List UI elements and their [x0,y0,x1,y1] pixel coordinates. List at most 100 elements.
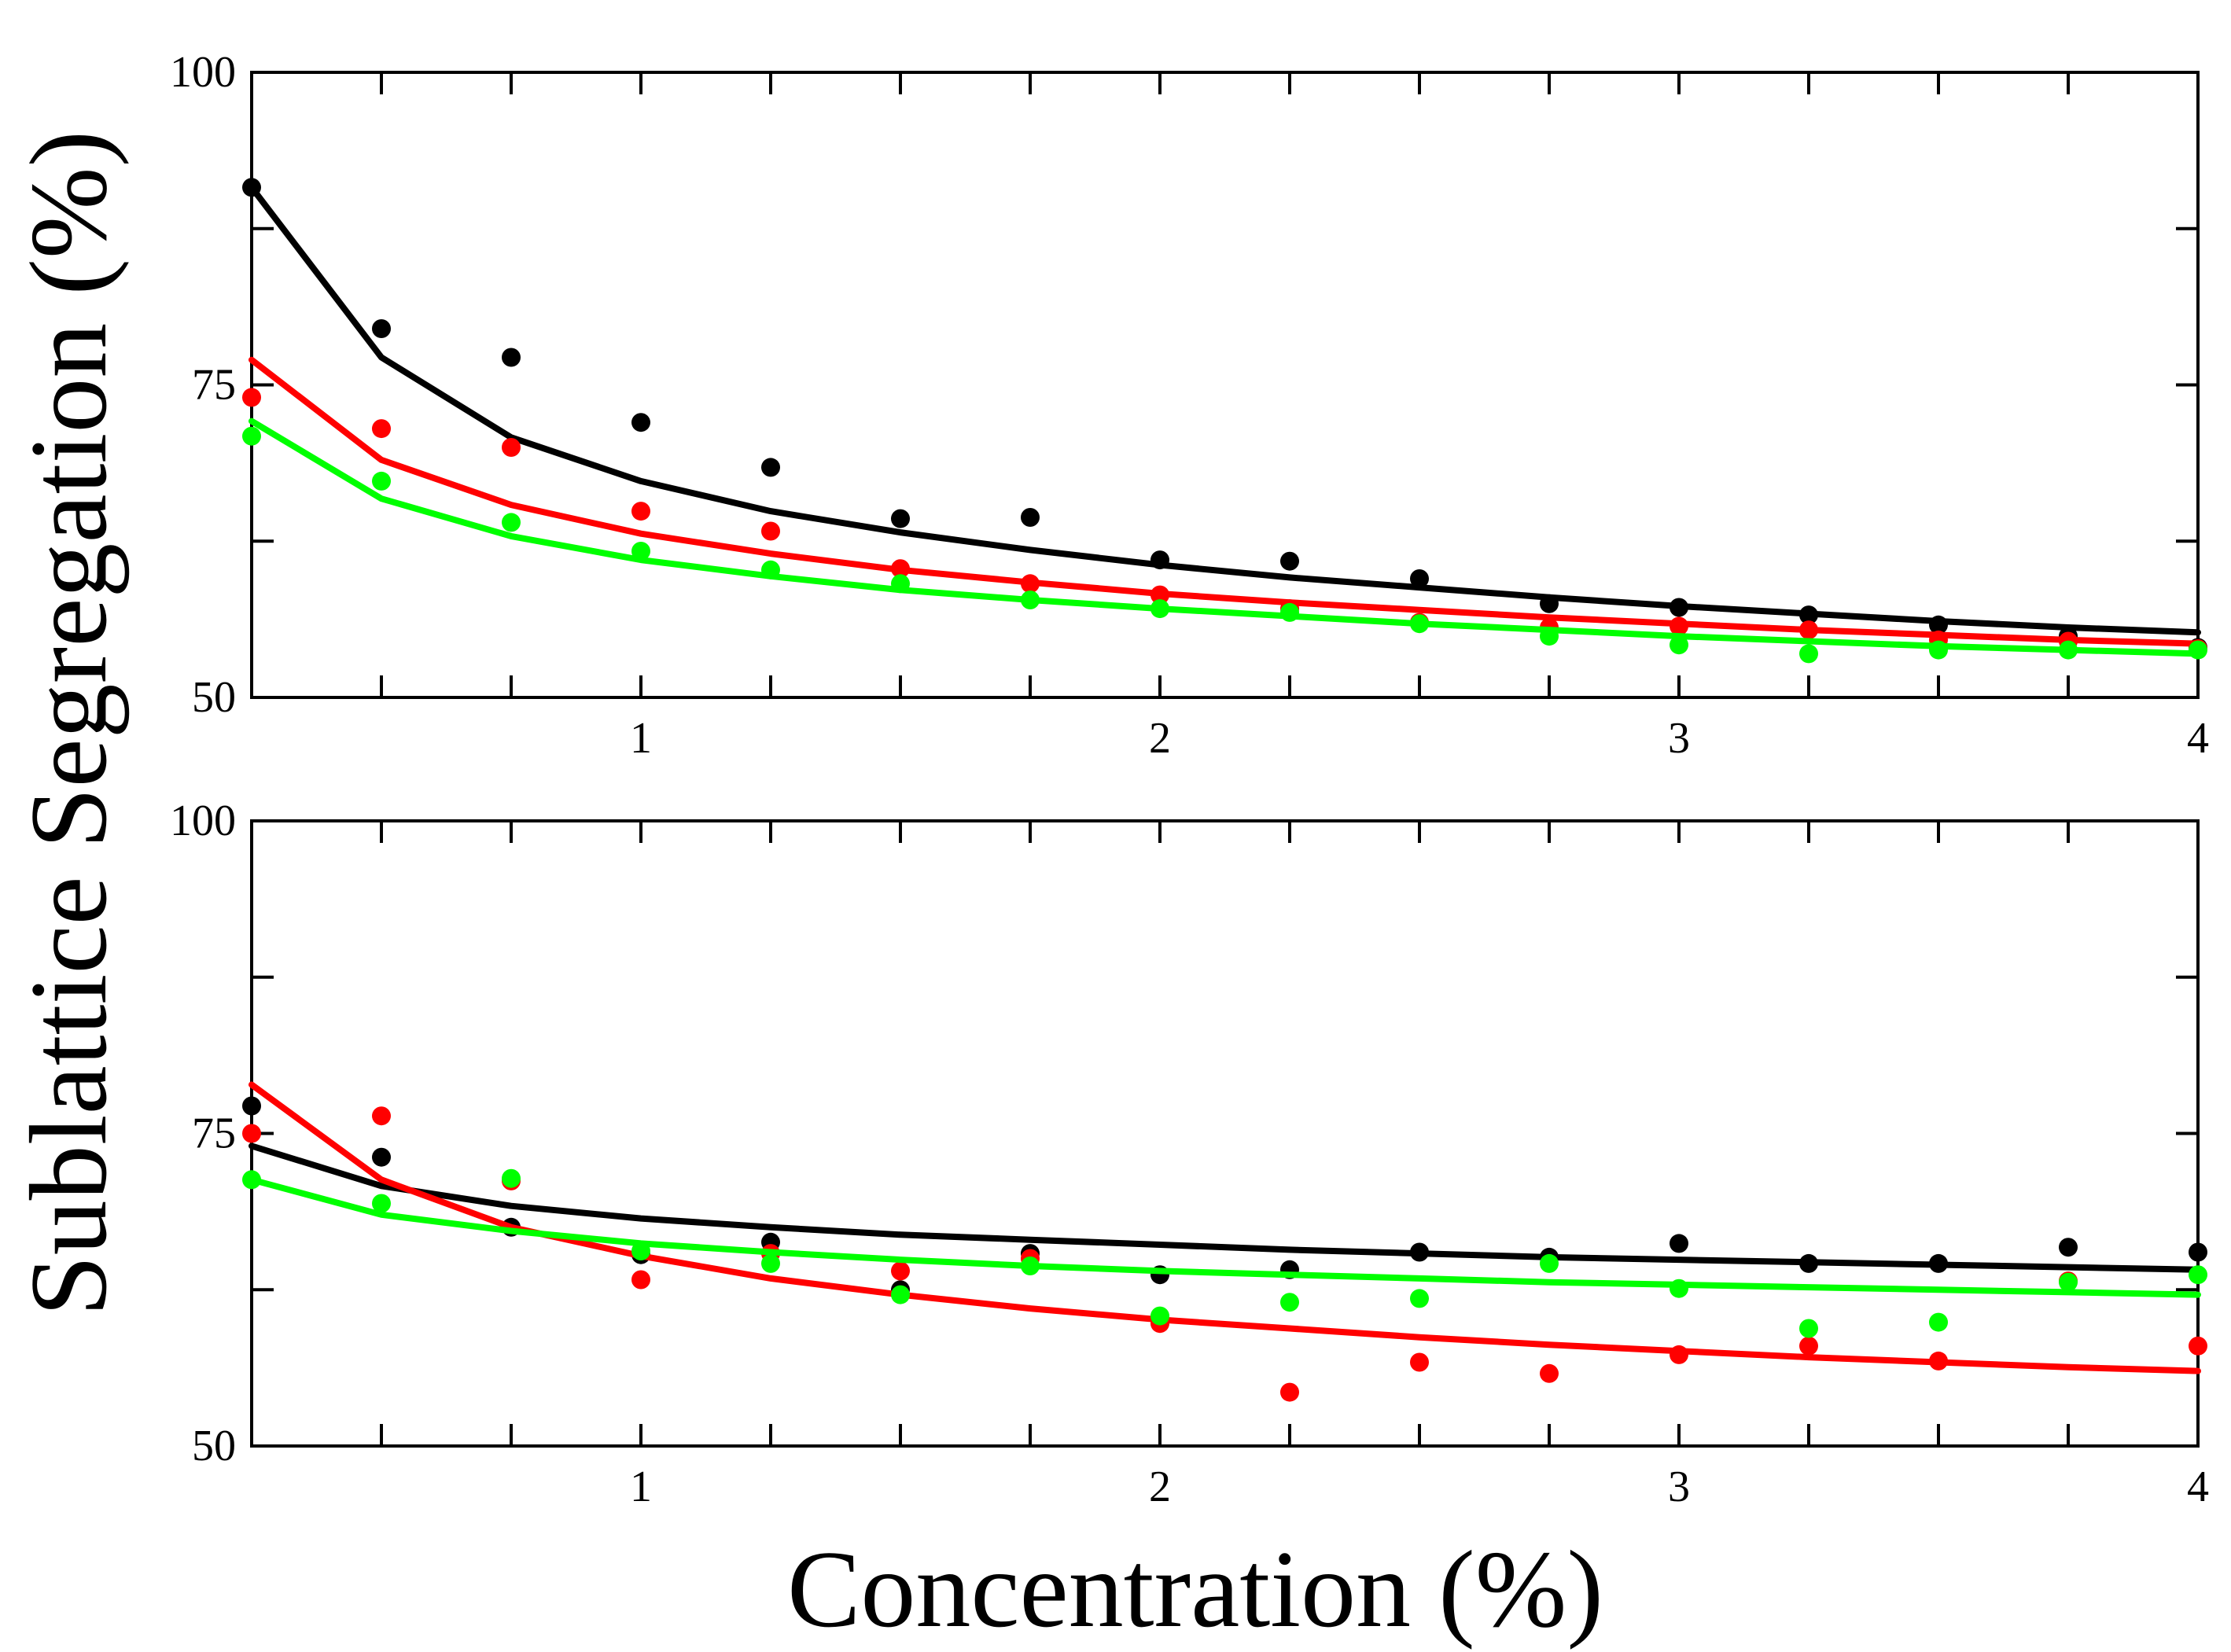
data-point-green [2189,640,2207,660]
data-point-green [1929,640,1948,660]
data-point-green [1670,635,1688,655]
data-point-green [891,1285,910,1304]
fit-line-black [249,184,2201,636]
data-point-black [372,319,391,338]
data-point-red [631,502,650,521]
series-green [242,1168,2207,1338]
series-black [242,1096,2207,1300]
plot-frame [250,71,2200,699]
data-point-black [1021,508,1040,527]
data-point-red [242,1124,261,1143]
data-point-red [891,559,910,579]
data-point-red [1410,1352,1429,1372]
data-point-green [1410,614,1429,634]
data-point-black [1540,594,1559,613]
series-green [242,418,2207,664]
x-tick-label: 3 [1668,714,1690,763]
data-point-green [631,1242,650,1260]
data-point-red [1799,620,1818,640]
data-point-red [761,521,780,541]
fit-line-black [249,1142,2201,1273]
data-point-black [1799,605,1818,625]
data-point-black [1670,1234,1688,1253]
x-tick-label: 2 [1149,714,1171,763]
data-point-red [1670,1345,1688,1364]
data-point-black [2189,1242,2207,1262]
data-point-red [1929,1351,1948,1371]
x-axis-title: Concentration (%) [787,1529,1603,1650]
data-point-black [242,1096,261,1116]
fit-line-red [249,1081,2201,1374]
data-point-black [631,413,650,432]
series-black [242,178,2207,657]
data-point-green [1799,1319,1818,1338]
data-point-green [2059,1272,2078,1292]
data-point-black [1280,551,1299,571]
data-point-green [761,560,780,579]
y-tick-label: 50 [192,673,236,722]
data-point-red [1280,1382,1299,1402]
x-tick-label: 1 [630,1463,652,1511]
data-point-red [372,419,391,439]
data-point-green [1929,1312,1948,1332]
x-tick-label: 2 [1149,1463,1171,1511]
data-point-red [1150,585,1169,605]
data-point-black [1150,550,1169,570]
data-point-black [1670,598,1688,617]
fit-line-red [249,356,2201,647]
y-tick-label: 75 [192,361,236,410]
data-point-black [761,458,780,477]
data-point-green [1799,644,1818,664]
data-point-green [1410,1289,1429,1308]
data-point-green [242,1170,261,1190]
data-point-green [372,1194,391,1213]
data-point-red [372,1106,391,1126]
y-axis-title: Sublattice Segregation (%) [8,131,130,1316]
data-point-red [891,1261,910,1281]
data-point-green [1280,602,1299,622]
series-red [242,1081,2207,1402]
x-tick-label: 1 [630,714,652,763]
data-point-black [1410,569,1429,588]
y-tick-label: 75 [192,1109,236,1158]
fit-line-green [249,418,2201,657]
data-point-green [1021,591,1040,609]
data-point-black [502,348,521,367]
data-point-red [1799,1336,1818,1356]
data-point-green [1150,599,1169,619]
data-point-green [1280,1293,1299,1312]
data-point-red [631,1270,650,1290]
data-point-green [242,426,261,446]
data-point-green [372,471,391,491]
x-tick-label: 4 [2187,714,2209,763]
data-point-red [242,388,261,407]
data-point-green [891,574,910,594]
data-point-green [2059,640,2078,660]
data-point-green [502,513,521,532]
data-point-green [761,1253,780,1273]
x-tick-label: 3 [1668,1463,1690,1511]
panel-top: 1 2 3 4 50 75 100 [170,48,2209,763]
data-point-red [1021,574,1040,594]
fit-line-green [249,1176,2201,1298]
data-point-green [1670,1279,1688,1298]
data-point-red [1670,616,1688,636]
data-point-green [1540,627,1559,646]
x-tick-label: 4 [2187,1463,2209,1511]
data-point-black [1799,1253,1818,1273]
data-point-green [502,1168,521,1188]
data-point-red [502,438,521,457]
data-point-black [891,509,910,528]
data-point-black [372,1147,391,1167]
data-point-green [1021,1256,1040,1275]
data-point-red [1540,1363,1559,1383]
panel-bottom: 1 2 3 4 50 75 100 [170,797,2209,1511]
data-point-black [2059,1238,2078,1257]
y-tick-label: 50 [192,1422,236,1470]
y-tick-label: 100 [170,48,236,97]
data-point-green [1150,1306,1169,1326]
data-point-black [1929,1253,1948,1273]
plot-frame [250,819,2200,1448]
data-point-black [1929,615,1948,635]
